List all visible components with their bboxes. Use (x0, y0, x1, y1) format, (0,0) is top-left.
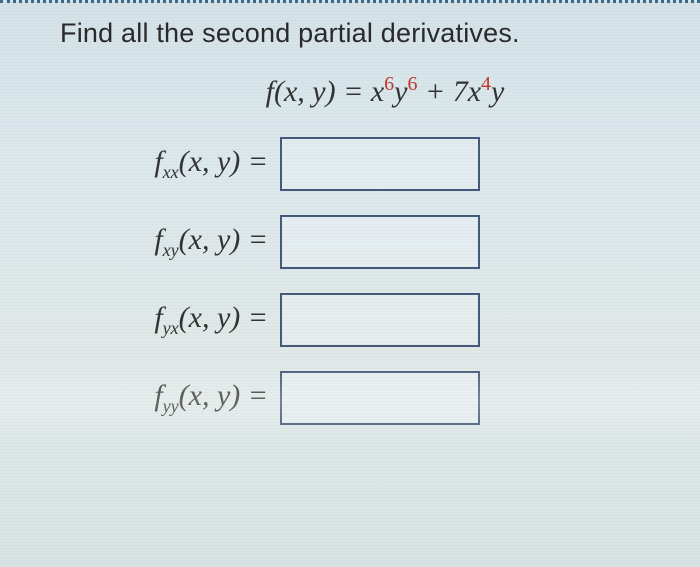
eq-exp3: 4 (481, 73, 491, 95)
answer-input-fxx[interactable] (280, 137, 480, 191)
eq-y1: y (394, 75, 407, 108)
label-f: f (154, 223, 162, 256)
eq-f: f (266, 75, 274, 108)
label-f: f (154, 145, 162, 178)
answer-input-fxy[interactable] (280, 215, 480, 269)
prompt-text: Find all the second partial derivatives. (60, 18, 670, 49)
label-args: (x, y) = (179, 301, 268, 334)
answer-input-fyy[interactable] (280, 371, 480, 425)
label-fxy: fxy(x, y) = (80, 223, 280, 261)
label-f: f (154, 301, 162, 334)
label-subscript: yx (163, 318, 179, 338)
problem-container: Find all the second partial derivatives.… (0, 4, 700, 469)
label-fxx: fxx(x, y) = (80, 145, 280, 183)
label-args: (x, y) = (179, 223, 268, 256)
eq-exp1: 6 (384, 73, 394, 95)
label-subscript: xx (163, 162, 179, 182)
label-f: f (154, 379, 162, 412)
answer-row-fyx: fyx(x, y) = (80, 293, 670, 347)
label-fyy: fyy(x, y) = (80, 379, 280, 417)
eq-args: (x, y) = x (274, 75, 384, 108)
eq-y2: y (491, 75, 504, 108)
answer-input-fyx[interactable] (280, 293, 480, 347)
function-definition: f(x, y) = x6y6 + 7x4y (100, 73, 670, 109)
eq-plus: + 7x (417, 75, 481, 108)
answer-rows: fxx(x, y) =fxy(x, y) =fyx(x, y) =fyy(x, … (60, 137, 670, 425)
answer-row-fxy: fxy(x, y) = (80, 215, 670, 269)
label-subscript: yy (163, 396, 179, 416)
answer-row-fxx: fxx(x, y) = (80, 137, 670, 191)
eq-exp2: 6 (407, 73, 417, 95)
label-fyx: fyx(x, y) = (80, 301, 280, 339)
label-args: (x, y) = (179, 145, 268, 178)
label-subscript: xy (163, 240, 179, 260)
answer-row-fyy: fyy(x, y) = (80, 371, 670, 425)
label-args: (x, y) = (179, 379, 268, 412)
